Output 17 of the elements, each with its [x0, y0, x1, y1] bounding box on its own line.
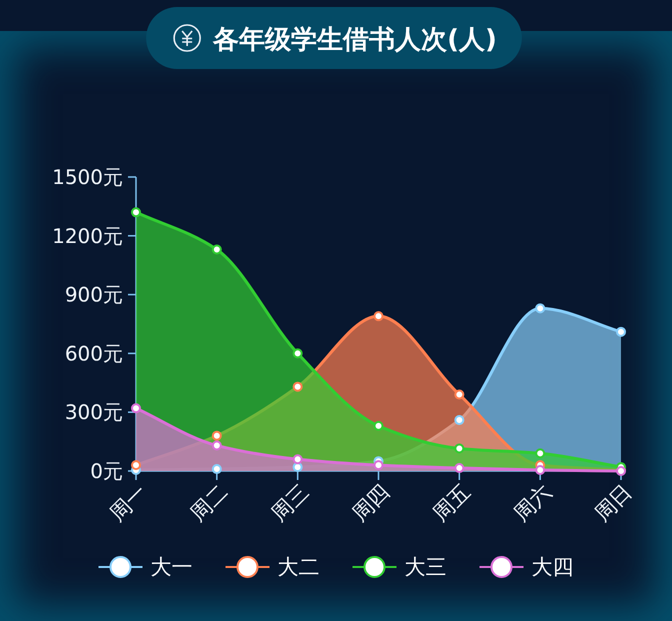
title: 各年级学生借书人次(人) [146, 7, 522, 69]
legend-label: 大三 [404, 555, 446, 579]
y-tick-label: 1500元 [52, 165, 123, 189]
y-tick-label: 600元 [64, 341, 123, 366]
x-tick-label: 周二 [186, 480, 232, 526]
y-tick-label: 900元 [64, 282, 123, 307]
legend-label: 大四 [532, 555, 574, 579]
legend-label: 大二 [278, 555, 320, 579]
legend-label: 大一 [150, 555, 192, 579]
x-tick-label: 周日 [590, 480, 636, 526]
x-tick-label: 周五 [428, 480, 475, 526]
y-tick-label: 300元 [64, 400, 123, 424]
x-tick-label: 周四 [347, 480, 394, 526]
x-tick-label: 周三 [266, 480, 314, 526]
y-tick-label: 1200元 [52, 224, 123, 248]
x-tick-label: 周六 [508, 480, 556, 526]
chart-title: 各年级学生借书人次(人) [212, 25, 497, 55]
